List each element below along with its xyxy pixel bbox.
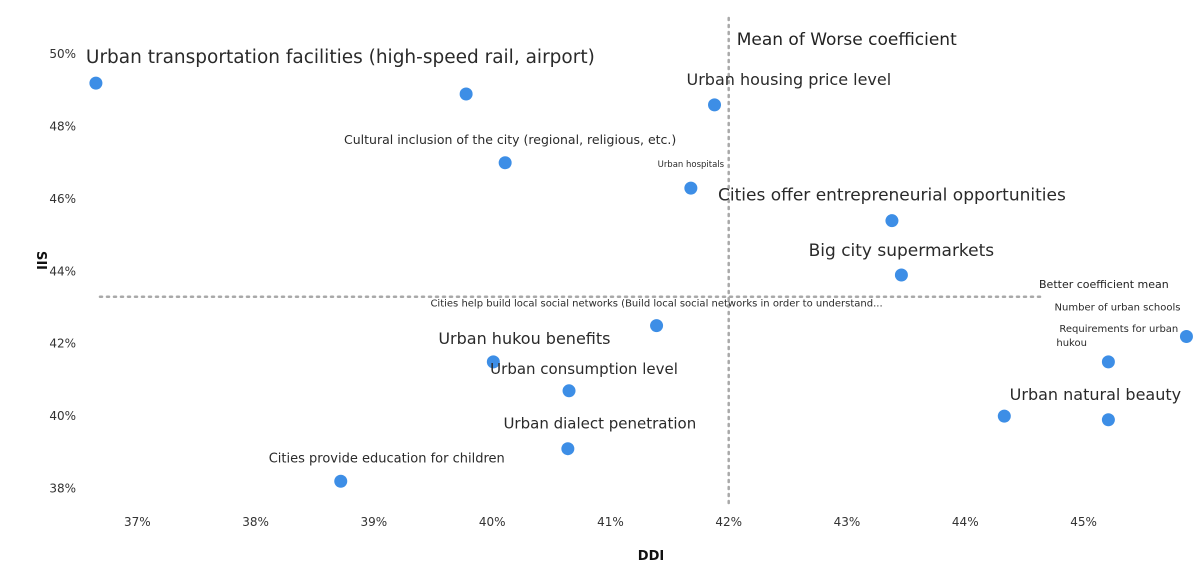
reference-lines (98, 16, 1042, 505)
data-point (650, 319, 664, 333)
data-point (885, 214, 899, 228)
y-tick-label: 46% (49, 192, 76, 206)
point-label: Urban dialect penetration (503, 415, 696, 433)
data-point (997, 409, 1011, 423)
point-label: Number of urban schools (1055, 303, 1181, 314)
point-label: hukou (1056, 338, 1087, 349)
point-label: Urban hukou benefits (438, 329, 610, 348)
point-label: Urban transportation facilities (high-sp… (86, 47, 595, 68)
data-point (894, 268, 908, 282)
point-label: Cultural inclusion of the city (regional… (344, 132, 676, 147)
y-tick-label: 38% (49, 482, 76, 496)
x-tick-label: 39% (361, 515, 388, 529)
point-label: Requirements for urban (1059, 324, 1178, 335)
data-points (89, 76, 1193, 488)
tick-labels: 37% 38% 39% 40% 41% 42% 43% 44% 45% 38% 40% 42% 44% 4… (49, 47, 1097, 529)
x-tick-label: 38% (242, 515, 269, 529)
x-axis-title: DDI (638, 549, 664, 564)
data-point (486, 355, 500, 369)
data-point (334, 474, 348, 488)
point-label: Urban hospitals (658, 160, 725, 170)
x-tick-label: 37% (124, 515, 151, 529)
y-tick-label: 40% (49, 409, 76, 423)
data-point (498, 156, 512, 170)
data-point (561, 442, 575, 456)
point-label: Urban natural beauty (1010, 385, 1181, 404)
y-tick-label: 50% (49, 47, 76, 61)
point-label: Urban housing price level (687, 70, 892, 89)
data-point (562, 384, 576, 398)
x-tick-label: 45% (1070, 515, 1097, 529)
y-tick-label: 44% (49, 264, 76, 278)
y-mean-label: Better coefficient mean (1039, 278, 1169, 291)
x-tick-label: 43% (834, 515, 861, 529)
x-tick-label: 42% (715, 515, 742, 529)
point-label: Cities offer entrepreneurial opportuniti… (718, 186, 1066, 206)
data-point (459, 87, 473, 101)
point-label: Big city supermarkets (809, 241, 995, 261)
data-point (1179, 330, 1193, 344)
x-tick-label: 40% (479, 515, 506, 529)
x-mean-label: Mean of Worse coefficient (737, 30, 957, 50)
point-label: Cities help build local social networks … (430, 299, 882, 310)
data-point (1101, 355, 1115, 369)
point-label: Cities provide education for children (269, 451, 505, 466)
y-tick-label: 42% (49, 337, 76, 351)
data-point (708, 98, 722, 112)
y-axis-title: SII (33, 251, 48, 270)
y-tick-label: 48% (49, 120, 76, 134)
point-labels: Urban transportation facilities (high-sp… (86, 47, 1181, 466)
data-point (89, 76, 103, 90)
data-point (1101, 413, 1115, 427)
reference-labels: Mean of Worse coefficient Better coeffic… (737, 30, 1169, 291)
axes: DDI SII (33, 251, 664, 564)
data-point (684, 181, 698, 195)
x-tick-label: 44% (952, 515, 979, 529)
x-tick-label: 41% (597, 515, 624, 529)
point-label: Urban consumption level (490, 360, 678, 378)
